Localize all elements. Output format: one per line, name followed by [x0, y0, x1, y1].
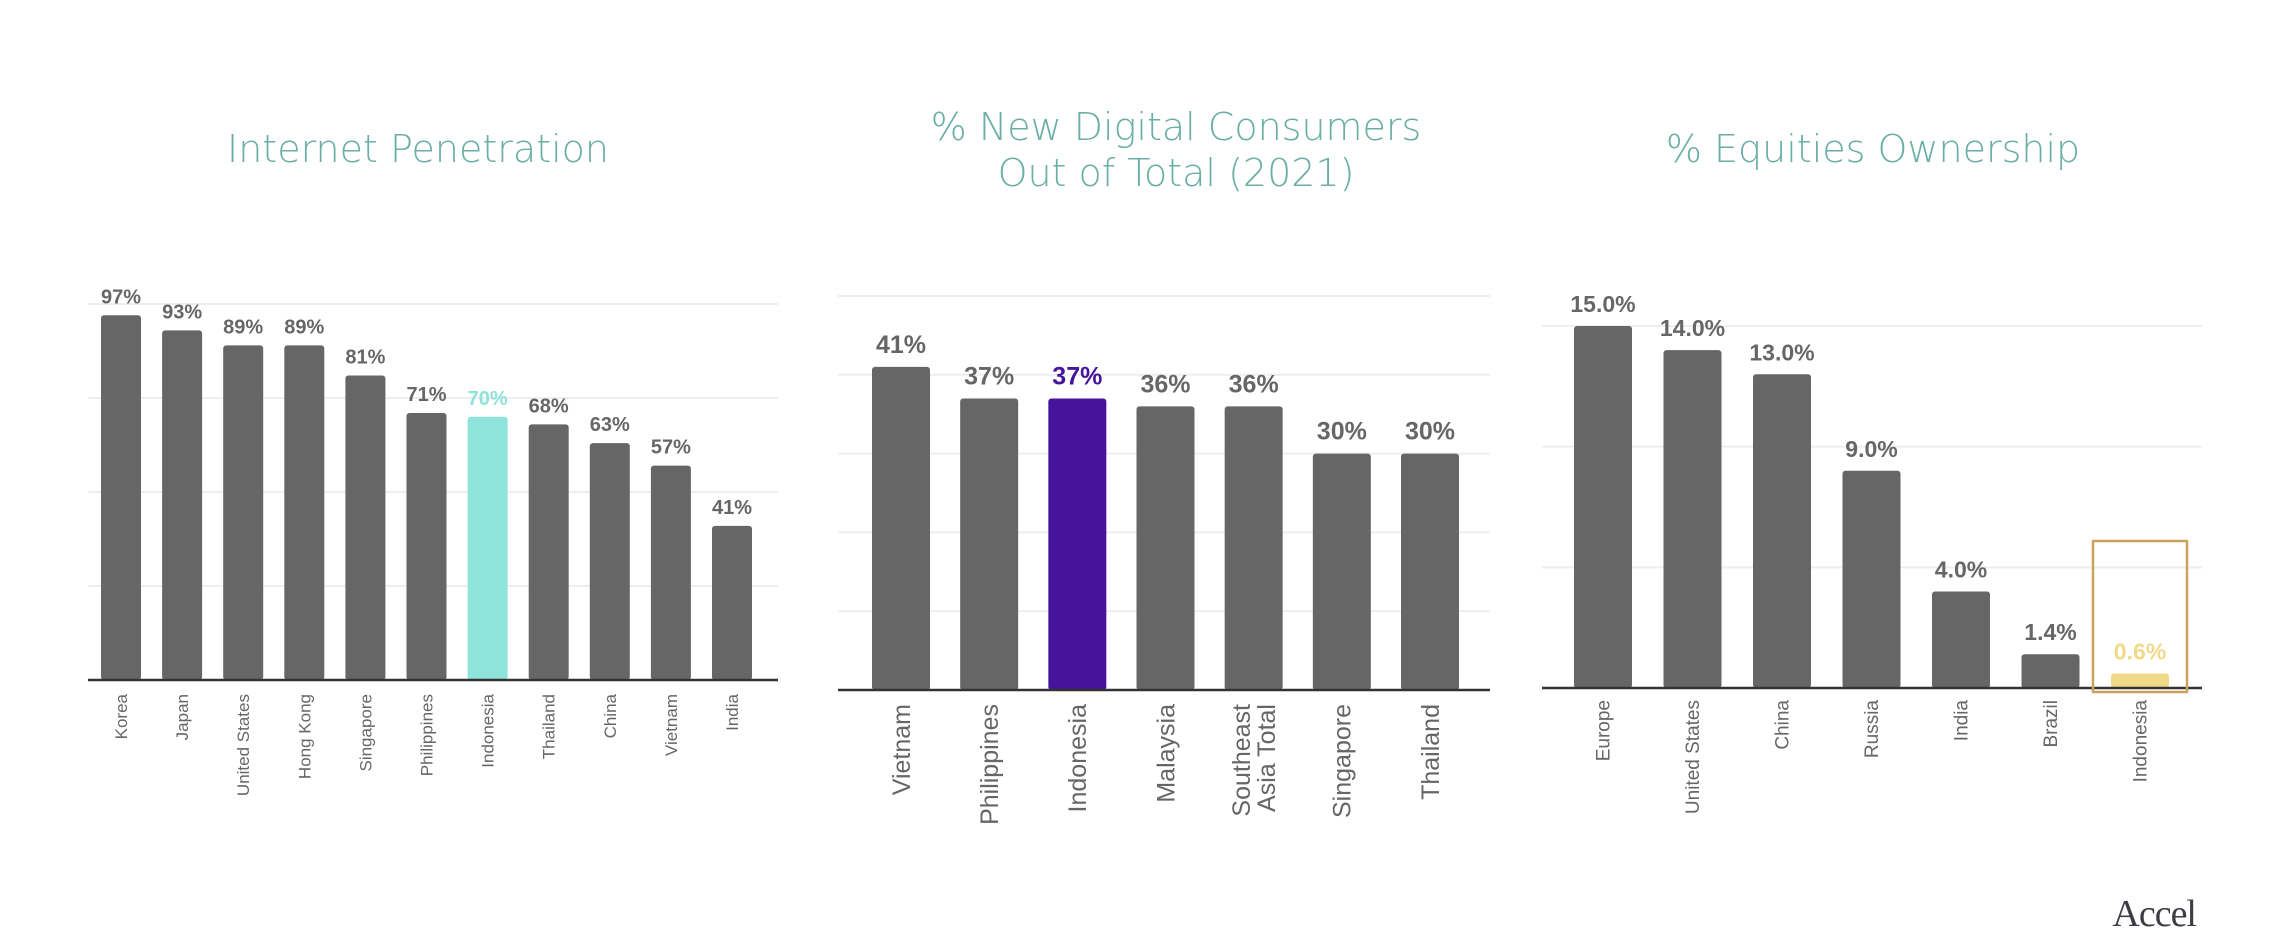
data-label: 4.0% [1935, 556, 1987, 582]
data-label: 81% [345, 346, 385, 368]
category-label: Korea [112, 693, 131, 739]
bar-vietnam [872, 366, 930, 690]
category-label: Singapore [1329, 704, 1357, 818]
bar-indonesia [1048, 398, 1107, 690]
bar-brazil [2021, 654, 2080, 688]
data-label: 63% [590, 414, 630, 436]
data-label: 37% [1052, 362, 1102, 390]
data-label: 30% [1405, 418, 1455, 446]
chart-title: % New Digital Consumers [931, 105, 1422, 149]
category-label: China [601, 693, 620, 738]
accel-logo: Accel [2112, 893, 2197, 935]
data-label: 97% [101, 286, 141, 308]
data-label: 70% [468, 388, 508, 410]
chart-title: Internet Penetration [227, 127, 609, 171]
bar-india [1932, 591, 1990, 688]
chart-1: Internet Penetration 97% Korea 93% Japan 89% U… [88, 127, 778, 796]
category-label: Asia Total [1253, 704, 1281, 812]
data-label: 37% [964, 362, 1014, 390]
category-label: India [723, 693, 742, 730]
category-label: Brazil [2041, 700, 2062, 748]
data-label: 41% [876, 331, 926, 359]
data-label: 0.6% [2114, 639, 2166, 665]
data-label: 36% [1229, 370, 1279, 398]
category-label: Philippines [976, 704, 1004, 825]
category-label: China [1773, 700, 1794, 750]
chart-3: % Equities Ownership 15.0% Europe 14.0% Unit… [1542, 127, 2202, 814]
category-label: Indonesia [2131, 700, 2152, 783]
category-label: Philippines [417, 694, 436, 776]
chart-title: Out of Total (2021) [998, 151, 1355, 195]
category-label: United States [1683, 700, 1704, 814]
data-label: 68% [529, 395, 569, 417]
data-label: 89% [223, 316, 263, 338]
data-label: 41% [712, 497, 752, 519]
data-label: 14.0% [1660, 315, 1725, 341]
data-label: 93% [162, 301, 202, 323]
bar-malaysia [1136, 406, 1195, 690]
bar-philippines [406, 413, 447, 680]
category-label: Hong Kong [295, 694, 314, 779]
bar-indonesia [2111, 673, 2169, 688]
category-label: Japan [173, 694, 192, 740]
highlight-box [2091, 539, 2189, 694]
bar-indonesia [467, 416, 508, 680]
bar-korea [101, 315, 141, 680]
data-label: 36% [1140, 370, 1190, 398]
bar-thailand [1401, 453, 1459, 690]
data-label: 13.0% [1749, 339, 1814, 365]
data-label: 57% [651, 437, 691, 459]
data-label: 89% [284, 316, 324, 338]
bar-china [1753, 374, 1811, 688]
data-label: 15.0% [1570, 291, 1635, 317]
category-label: Russia [1862, 700, 1883, 759]
category-label: India [1952, 700, 1973, 742]
bar-india [712, 525, 752, 680]
data-label: 1.4% [2024, 619, 2076, 645]
category-label: Vietnam [662, 694, 681, 756]
bar-vietnam [650, 465, 691, 680]
category-label: Southeast [1228, 704, 1256, 817]
chart-title: % Equities Ownership [1666, 127, 2080, 171]
category-label: Europe [1594, 700, 1615, 761]
bar-russia [1842, 470, 1901, 688]
bar-europe [1574, 326, 1632, 688]
bar-thailand [528, 424, 569, 680]
data-label: 9.0% [1845, 436, 1897, 462]
category-label: Thailand [1417, 704, 1445, 800]
category-label: Malaysia [1152, 704, 1180, 803]
bar-philippines [960, 398, 1019, 690]
bar-southeast-asia-total [1224, 406, 1283, 690]
data-label: 30% [1317, 418, 1367, 446]
bar-united-states [1663, 350, 1722, 688]
category-label: Singapore [356, 694, 375, 772]
category-label: Thailand [540, 694, 559, 759]
bar-singapore [345, 375, 386, 680]
category-label: Indonesia [1064, 704, 1092, 813]
data-label: 71% [406, 384, 446, 406]
bar-hong-kong [284, 345, 325, 680]
category-label: Vietnam [888, 704, 916, 795]
bar-united-states [223, 345, 264, 680]
category-label: Indonesia [479, 693, 498, 767]
bar-japan [162, 330, 203, 680]
bar-china [589, 443, 630, 680]
category-label: United States [234, 694, 253, 796]
bar-singapore [1312, 453, 1371, 690]
